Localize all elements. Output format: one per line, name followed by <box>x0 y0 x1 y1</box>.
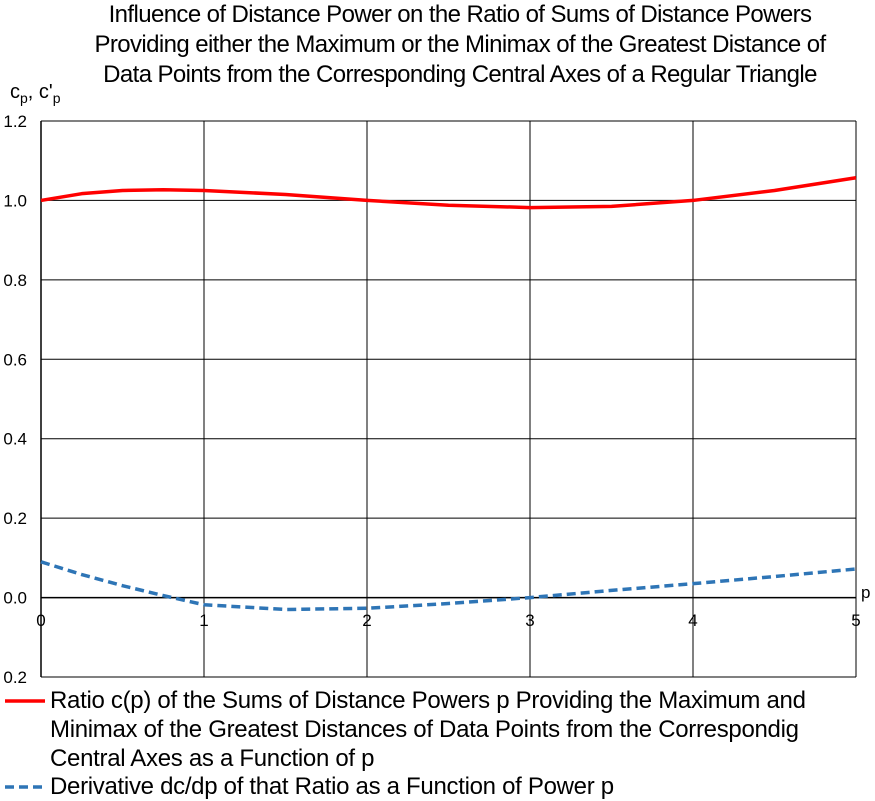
legend-label: Ratio c(p) of the Sums of Distance Power… <box>50 687 806 772</box>
series-line <box>40 176 857 210</box>
y-tick-label: 1.2 <box>3 112 27 131</box>
x-axis-label: p <box>861 583 870 602</box>
y-tick-label: 0.8 <box>3 271 27 290</box>
y-axis-label: cp, c'p <box>10 81 61 106</box>
legend-label: Derivative dc/dp of that Ratio as a Func… <box>50 773 614 800</box>
x-tick-label: 3 <box>525 611 534 630</box>
y-tick-label: 0.2 <box>3 509 27 528</box>
x-tick-label: 2 <box>362 611 371 630</box>
y-axis-label-part: p <box>20 90 28 106</box>
y-tick-label: 0.0 <box>3 589 27 608</box>
series-line <box>40 560 857 612</box>
y-tick-label: 1.0 <box>3 191 27 210</box>
y-tick-label: 0.6 <box>3 350 27 369</box>
y-tick-label: 0.4 <box>3 430 27 449</box>
y-axis-label-part: , c' <box>28 81 53 103</box>
x-tick-label: 4 <box>688 611 697 630</box>
x-tick-label: 5 <box>851 611 860 630</box>
y-axis-label-part: c <box>10 81 20 103</box>
x-tick-label: 1 <box>199 611 208 630</box>
chart-title: Influence of Distance Power on the Ratio… <box>94 1 826 88</box>
y-axis-label-part: p <box>53 90 61 106</box>
y-tick-label: 0.2 <box>3 668 27 687</box>
